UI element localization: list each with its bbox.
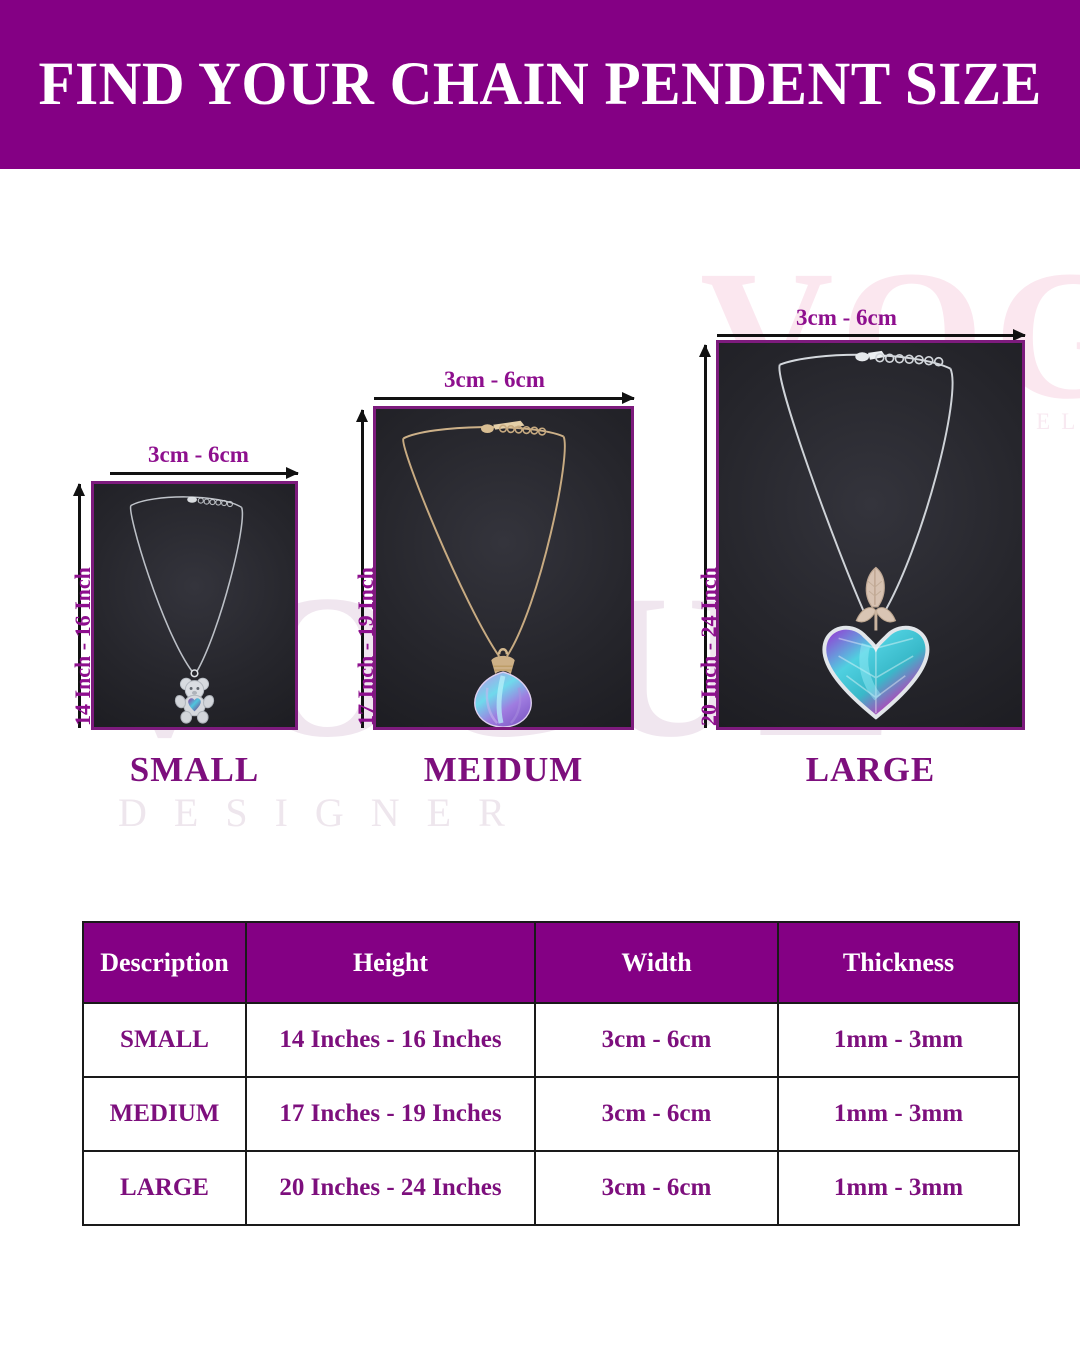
height-dimension-line-large bbox=[699, 344, 711, 728]
size-chart-table: Description Height Width Thickness SMALL… bbox=[82, 921, 1020, 1226]
width-dimension-line-medium bbox=[374, 392, 635, 404]
cell-height-large: 20 Inches - 24 Inches bbox=[245, 1150, 536, 1226]
width-label-large: 3cm - 6cm bbox=[796, 305, 897, 330]
product-photo-medium bbox=[373, 406, 634, 730]
width-dimension-line-small bbox=[110, 467, 299, 479]
cell-thickness-large: 1mm - 3mm bbox=[777, 1150, 1020, 1226]
table-header-row: Description Height Width Thickness bbox=[82, 921, 1020, 1004]
column-header-height: Height bbox=[245, 921, 536, 1004]
cell-thickness-medium: 1mm - 3mm bbox=[777, 1076, 1020, 1152]
necklace-illustration-large bbox=[778, 350, 954, 720]
size-label-medium: MEIDUM bbox=[423, 750, 584, 789]
page-title: FIND YOUR CHAIN PENDENT SIZE bbox=[38, 51, 1042, 118]
product-photo-small bbox=[91, 481, 298, 730]
product-photo-large bbox=[716, 340, 1025, 730]
table-row: MEDIUM 17 Inches - 19 Inches 3cm - 6cm 1… bbox=[82, 1076, 1020, 1152]
watermark-brand-sub: DESIGNER bbox=[118, 790, 532, 835]
cell-thickness-small: 1mm - 3mm bbox=[777, 1002, 1020, 1078]
necklace-illustration-medium bbox=[402, 420, 566, 727]
width-dimension-line-large bbox=[717, 329, 1026, 341]
cell-width-medium: 3cm - 6cm bbox=[534, 1076, 779, 1152]
column-header-thickness: Thickness bbox=[777, 921, 1020, 1004]
necklace-illustration-small bbox=[129, 496, 244, 724]
width-label-small: 3cm - 6cm bbox=[148, 442, 249, 467]
column-header-description: Description bbox=[82, 921, 247, 1004]
column-header-width: Width bbox=[534, 921, 779, 1004]
cell-height-small: 14 Inches - 16 Inches bbox=[245, 1002, 536, 1078]
cell-description-large: LARGE bbox=[82, 1150, 247, 1226]
header-banner: FIND YOUR CHAIN PENDENT SIZE bbox=[0, 0, 1080, 169]
cell-width-large: 3cm - 6cm bbox=[534, 1150, 779, 1226]
table-row: LARGE 20 Inches - 24 Inches 3cm - 6cm 1m… bbox=[82, 1150, 1020, 1226]
size-label-large: LARGE bbox=[805, 750, 936, 789]
cell-height-medium: 17 Inches - 19 Inches bbox=[245, 1076, 536, 1152]
height-dimension-line-small bbox=[73, 483, 85, 728]
cell-description-medium: MEDIUM bbox=[82, 1076, 247, 1152]
height-dimension-line-medium bbox=[356, 409, 368, 728]
table-row: SMALL 14 Inches - 16 Inches 3cm - 6cm 1m… bbox=[82, 1002, 1020, 1078]
size-label-small: SMALL bbox=[129, 750, 260, 789]
cell-description-small: SMALL bbox=[82, 1002, 247, 1078]
width-label-medium: 3cm - 6cm bbox=[444, 367, 545, 392]
cell-width-small: 3cm - 6cm bbox=[534, 1002, 779, 1078]
